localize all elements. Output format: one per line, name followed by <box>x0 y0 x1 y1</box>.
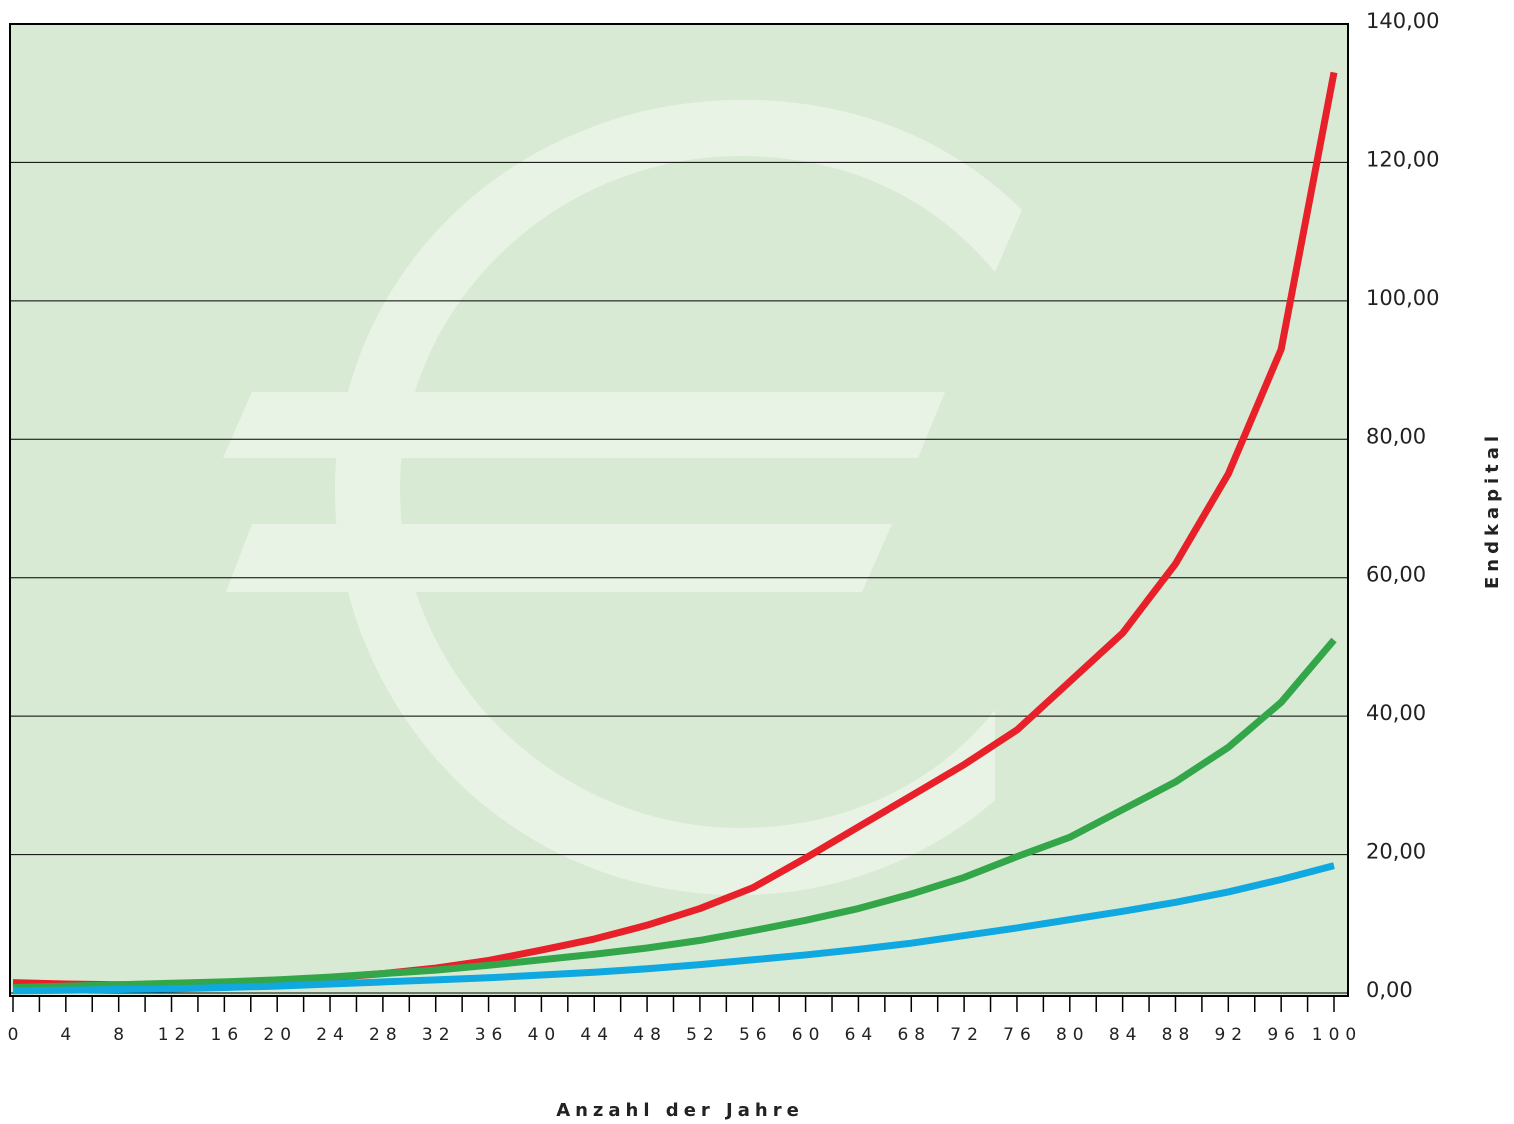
y-tick-label: 40,00 <box>1366 701 1426 725</box>
y-tick-label: 120,00 <box>1366 147 1439 171</box>
x-tick-label: 96 <box>1267 1025 1301 1045</box>
y-axis-title: Endkapital <box>1482 431 1503 589</box>
x-tick-label: 60 <box>792 1025 826 1045</box>
x-tick-label: 56 <box>739 1025 773 1045</box>
x-tick-label: 32 <box>422 1025 456 1045</box>
x-tick-label: 44 <box>580 1025 614 1045</box>
x-tick-label: 20 <box>263 1025 297 1045</box>
x-axis-title: Anzahl der Jahre <box>556 1100 804 1121</box>
x-tick-label: 12 <box>158 1025 192 1045</box>
y-tick-label: 20,00 <box>1366 840 1426 864</box>
x-tick-label: 88 <box>1162 1025 1196 1045</box>
x-tick-label: 80 <box>1056 1025 1090 1045</box>
x-tick-label: 28 <box>369 1025 403 1045</box>
x-tick-label: 64 <box>845 1025 879 1045</box>
x-tick-label: 52 <box>686 1025 720 1045</box>
x-tick-label: 84 <box>1109 1025 1143 1045</box>
x-tick-label: 72 <box>950 1025 984 1045</box>
x-tick-label: 4 <box>60 1025 77 1045</box>
x-tick-label: 76 <box>1003 1025 1037 1045</box>
chart: Anzahl der Jahre Endkapital 0,00 20,00 40,… <box>0 0 1514 1124</box>
y-tick-label: 0,00 <box>1366 978 1413 1002</box>
y-tick-label: 60,00 <box>1366 563 1426 587</box>
y-tick-label: 100,00 <box>1366 286 1439 310</box>
x-tick-label: 92 <box>1214 1025 1248 1045</box>
x-tick-label: 48 <box>633 1025 667 1045</box>
x-tick-label: 68 <box>897 1025 931 1045</box>
x-tick-label: 8 <box>113 1025 130 1045</box>
y-tick-label: 140,00 <box>1366 9 1439 33</box>
x-tick-label: 100 <box>1312 1025 1362 1045</box>
y-tick-label: 80,00 <box>1366 424 1426 448</box>
x-tick-label: 40 <box>528 1025 562 1045</box>
x-tick-label: 24 <box>316 1025 350 1045</box>
x-tick-label: 36 <box>475 1025 509 1045</box>
x-tick-label: 0 <box>8 1025 25 1045</box>
x-tick-label: 16 <box>211 1025 245 1045</box>
